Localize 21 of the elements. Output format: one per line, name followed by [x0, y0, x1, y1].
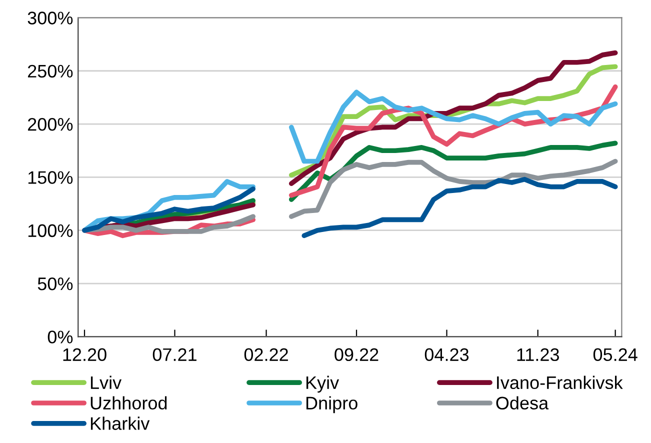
x-tick-label: 09.22: [334, 348, 378, 362]
x-tick-label: 12.20: [63, 348, 106, 362]
y-tick-label: 300%: [28, 12, 73, 24]
x-tick-label: 11.23: [517, 348, 559, 362]
legend-label: Odesa: [496, 396, 549, 410]
legend-label: Uzhhorod: [90, 396, 167, 410]
y-tick-label: 0%: [48, 330, 73, 344]
y-tick-label: 150%: [28, 171, 73, 184]
y-tick-label: 100%: [28, 224, 73, 238]
legend-label: Kharkiv: [90, 416, 150, 430]
legend-label: Dnipro: [306, 396, 358, 414]
x-tick-label: 07.21: [152, 348, 196, 362]
y-tick-label: 250%: [28, 64, 73, 78]
x-tick-label: 02.22: [244, 348, 288, 362]
legend-label: Lviv: [90, 376, 122, 389]
x-tick-label: 05.24: [593, 348, 638, 362]
x-tick-label: 04.23: [424, 348, 469, 362]
legend-label: Kyiv: [306, 376, 340, 393]
y-tick-label: 200%: [28, 118, 73, 131]
legend-label: Ivano-Frankivsk: [497, 376, 623, 390]
y-tick-label: 50%: [38, 277, 73, 290]
